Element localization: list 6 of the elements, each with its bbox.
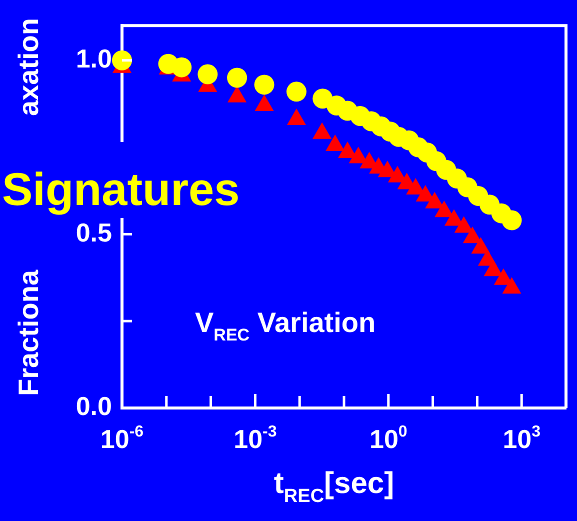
y-tick-label: 0.0 bbox=[76, 391, 112, 422]
y-tick-label: 1.0 bbox=[76, 44, 112, 74]
y-axis-title: Fractiona bbox=[13, 270, 44, 396]
text: axation bbox=[13, 18, 44, 116]
y-tick-label: 0.5 bbox=[76, 217, 112, 248]
annotation: Signatures bbox=[2, 163, 240, 215]
